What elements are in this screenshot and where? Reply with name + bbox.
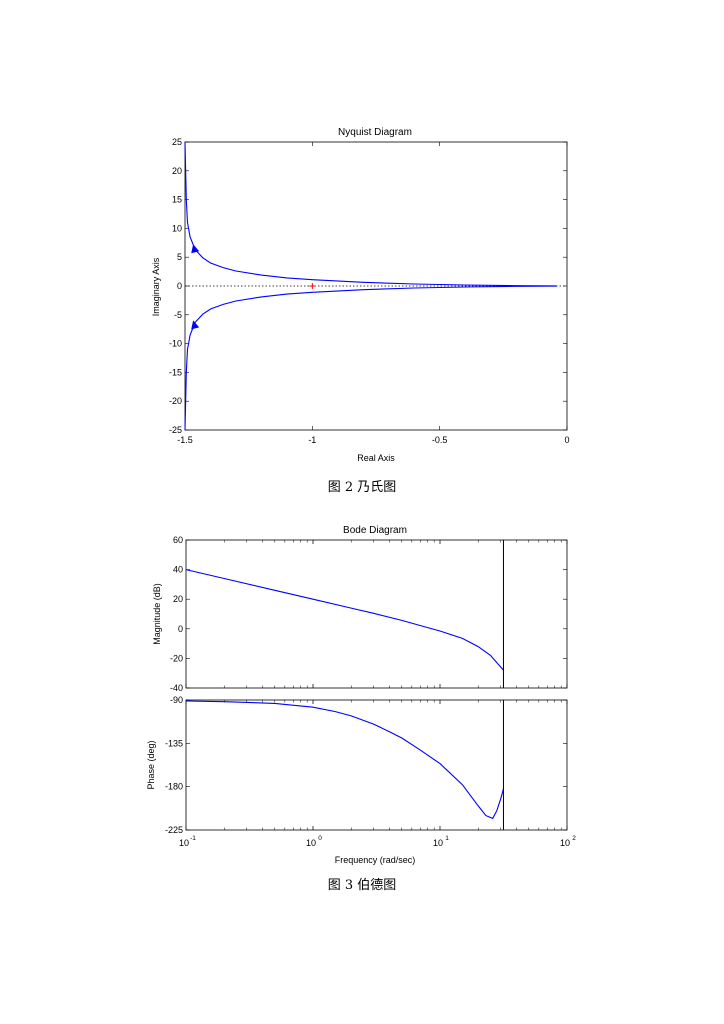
y-tick-label: -10 bbox=[169, 339, 182, 349]
y-tick-label: -90 bbox=[170, 695, 183, 705]
figure-3-caption: 图 3 伯德图 bbox=[327, 878, 397, 893]
x-tick-label: 0 bbox=[564, 435, 569, 445]
direction-arrow bbox=[191, 320, 200, 330]
y-tick-label: 5 bbox=[177, 252, 182, 262]
direction-arrow bbox=[191, 244, 200, 254]
bode-chart: Bode Diagram 6040200-20-40-90-135-180-22… bbox=[146, 525, 576, 865]
y-tick-label: -15 bbox=[169, 367, 182, 377]
x-tick-label: -1.5 bbox=[177, 435, 193, 445]
y-tick-label: -225 bbox=[165, 825, 183, 835]
lower-branch-line bbox=[184, 285, 557, 431]
critical-point-marker bbox=[309, 283, 316, 289]
nyquist-ticks: -1.5 -1 -0.5 0 25 20 15 10 5 0 -5 -10 -15 -20 -25 bbox=[169, 137, 570, 445]
y-tick-label: 15 bbox=[172, 195, 182, 205]
magnitude-y-label: Magnitude (dB) bbox=[152, 583, 162, 645]
nyquist-title: Nyquist Diagram bbox=[338, 127, 412, 138]
y-tick-label: 20 bbox=[173, 594, 183, 604]
y-tick-label: 25 bbox=[172, 137, 182, 147]
x-tick-label: 10 bbox=[433, 838, 443, 848]
x-tick-exponent: 0 bbox=[318, 835, 322, 842]
y-tick-label: 0 bbox=[177, 281, 182, 291]
y-tick-label: -20 bbox=[170, 653, 183, 663]
phase-plot-frame bbox=[185, 699, 568, 831]
magnitude-line bbox=[185, 569, 504, 671]
x-tick-label: 10 bbox=[306, 838, 316, 848]
upper-branch-line bbox=[184, 141, 557, 287]
y-tick-label: 20 bbox=[172, 166, 182, 176]
x-tick-label: 10 bbox=[560, 838, 570, 848]
y-tick-label: -25 bbox=[169, 425, 182, 435]
bode-x-label: Frequency (rad/sec) bbox=[335, 855, 416, 865]
phase-line bbox=[185, 700, 505, 820]
nyquist-y-label: Imaginary Axis bbox=[151, 257, 161, 316]
x-tick-label: -1 bbox=[308, 435, 316, 445]
y-tick-label: 0 bbox=[178, 624, 183, 634]
y-tick-label: 40 bbox=[173, 565, 183, 575]
y-tick-label: -20 bbox=[169, 396, 182, 406]
x-tick-exponent: 2 bbox=[572, 835, 576, 842]
nyquist-curves bbox=[184, 141, 557, 431]
x-tick-label: -0.5 bbox=[432, 435, 448, 445]
x-tick-exponent: -1 bbox=[190, 835, 196, 842]
x-tick-label: 10 bbox=[179, 838, 189, 848]
nyquist-chart: Nyquist Diagram -1.5 -1 -0.5 02520151050-5-… bbox=[151, 127, 570, 463]
y-tick-label: -40 bbox=[170, 683, 183, 693]
y-tick-label: 10 bbox=[172, 223, 182, 233]
bode-curves bbox=[185, 540, 505, 830]
y-tick-label: 60 bbox=[173, 535, 183, 545]
y-tick-label: -135 bbox=[165, 738, 183, 748]
phase-y-label: Phase (deg) bbox=[146, 740, 156, 789]
nyquist-x-label: Real Axis bbox=[357, 453, 395, 463]
x-tick-exponent: 1 bbox=[445, 835, 449, 842]
y-tick-label: -5 bbox=[174, 310, 182, 320]
figure-2-caption: 图 2 乃氏图 bbox=[327, 480, 397, 495]
bode-title: Bode Diagram bbox=[343, 525, 407, 536]
y-tick-label: -180 bbox=[165, 782, 183, 792]
